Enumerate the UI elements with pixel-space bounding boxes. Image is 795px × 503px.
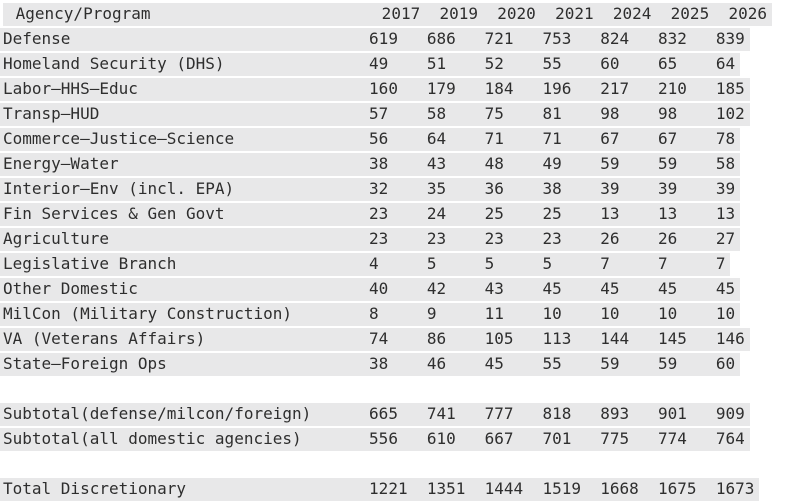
table-row: Total Discretionary 1221 1351 1444 1519 … [0, 478, 795, 503]
table-row: Agriculture 23 23 23 23 26 26 27 [0, 228, 795, 253]
row-highlight-line: Defense 619 686 721 753 824 832 839 [0, 28, 750, 51]
table-row: Subtotal(all domestic agencies) 556 610 … [0, 428, 795, 453]
table-row: Other Domestic 40 42 43 45 45 45 45 [0, 278, 795, 303]
table-row: Legislative Branch 4 5 5 5 7 7 7 [0, 253, 795, 278]
table-header-row: Agency/Program 2017 2019 2020 2021 2024 … [0, 3, 795, 28]
row-highlight-line: State—Foreign Ops 38 46 45 55 59 59 60 [0, 353, 741, 376]
table-row: MilCon (Military Construction) 8 9 11 10… [0, 303, 795, 328]
row-highlight-line: Homeland Security (DHS) 49 51 52 55 60 6… [0, 53, 741, 76]
table-row: Transp—HUD 57 58 75 81 98 98 102 [0, 103, 795, 128]
table-row: Subtotal(defense/milcon/foreign) 665 741… [0, 403, 795, 428]
row-highlight-line: Fin Services & Gen Govt 23 24 25 25 13 1… [0, 203, 741, 226]
table-row: VA (Veterans Affairs) 74 86 105 113 144 … [0, 328, 795, 353]
row-highlight-line: Energy—Water 38 43 48 49 59 59 58 [0, 153, 741, 176]
row-highlight-line: Transp—HUD 57 58 75 81 98 98 102 [0, 103, 750, 126]
table-row: Energy—Water 38 43 48 49 59 59 58 [0, 153, 795, 178]
row-highlight-line: Legislative Branch 4 5 5 5 7 7 7 [0, 253, 731, 276]
row-highlight-line: Commerce—Justice—Science 56 64 71 71 67 … [0, 128, 741, 151]
row-highlight-line: Agency/Program 2017 2019 2020 2021 2024 … [3, 3, 772, 26]
table-row: Homeland Security (DHS) 49 51 52 55 60 6… [0, 53, 795, 78]
table-row: Fin Services & Gen Govt 23 24 25 25 13 1… [0, 203, 795, 228]
row-highlight-line: Total Discretionary 1221 1351 1444 1519 … [0, 478, 760, 501]
table-spacer-row [0, 378, 795, 403]
row-highlight-line: Interior—Env (incl. EPA) 32 35 36 38 39 … [0, 178, 741, 201]
table-row: State—Foreign Ops 38 46 45 55 59 59 60 [0, 353, 795, 378]
row-highlight-line: VA (Veterans Affairs) 74 86 105 113 144 … [0, 328, 750, 351]
row-highlight-line: Subtotal(all domestic agencies) 556 610 … [0, 428, 750, 451]
table-spacer-row [0, 453, 795, 478]
row-highlight-line: MilCon (Military Construction) 8 9 11 10… [0, 303, 741, 326]
row-highlight-line: Subtotal(defense/milcon/foreign) 665 741… [0, 403, 750, 426]
table-row: Interior—Env (incl. EPA) 32 35 36 38 39 … [0, 178, 795, 203]
row-highlight-line: Agriculture 23 23 23 23 26 26 27 [0, 228, 741, 251]
row-highlight-line: Other Domestic 40 42 43 45 45 45 45 [0, 278, 741, 301]
table-row: Labor—HHS—Educ 160 179 184 196 217 210 1… [0, 78, 795, 103]
table-row: Commerce—Justice—Science 56 64 71 71 67 … [0, 128, 795, 153]
row-highlight-line: Labor—HHS—Educ 160 179 184 196 217 210 1… [0, 78, 750, 101]
table-row: Defense 619 686 721 753 824 832 839 [0, 28, 795, 53]
